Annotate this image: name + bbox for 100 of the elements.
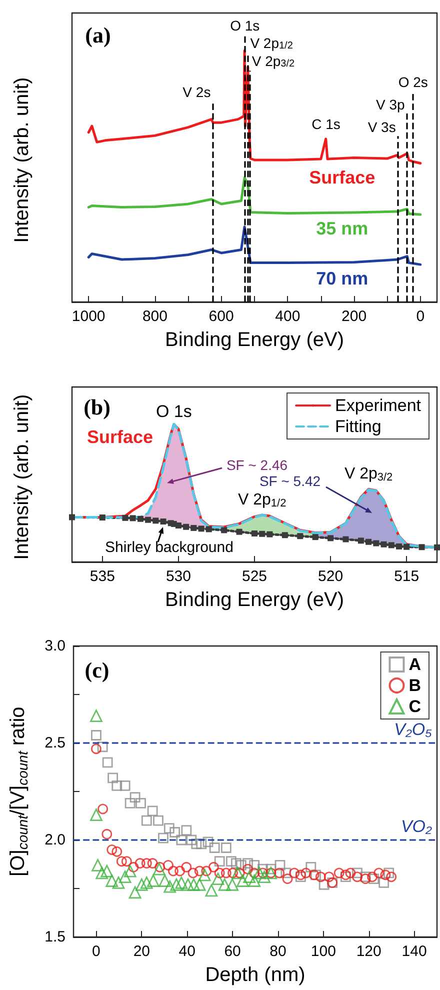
point	[193, 878, 206, 891]
x-tick-label: 525	[242, 568, 268, 585]
point	[136, 798, 146, 808]
point	[158, 832, 168, 844]
x-tick-label: 535	[90, 568, 115, 585]
point	[175, 876, 188, 889]
annotation: (c)	[84, 658, 110, 682]
annotation: V 2s	[182, 84, 211, 100]
text: (a)	[85, 22, 111, 48]
point	[112, 846, 122, 857]
legend-label: Experiment	[335, 396, 422, 415]
annotation: Surface	[86, 427, 154, 447]
point	[300, 868, 312, 878]
point	[280, 868, 292, 878]
point	[259, 530, 266, 537]
y-tick-label: 1.5	[44, 928, 66, 946]
point	[306, 862, 316, 872]
point	[249, 868, 260, 878]
point	[252, 530, 258, 536]
point	[396, 543, 402, 550]
point	[128, 886, 142, 899]
point	[209, 842, 220, 853]
point	[226, 878, 239, 891]
point	[98, 804, 108, 814]
point	[384, 868, 394, 878]
point	[196, 838, 207, 850]
x-tick-label: 0	[416, 308, 425, 325]
point	[202, 836, 214, 848]
point	[242, 864, 253, 874]
point	[236, 528, 242, 535]
point	[140, 876, 153, 889]
point	[366, 538, 372, 545]
legend-label: B	[408, 676, 422, 695]
point	[102, 828, 112, 840]
point	[282, 874, 293, 884]
point	[141, 858, 152, 868]
point	[164, 880, 176, 893]
point	[91, 744, 102, 754]
point	[404, 544, 410, 550]
point	[90, 808, 102, 821]
point	[170, 827, 180, 838]
point	[312, 534, 318, 540]
legend-label: A	[408, 655, 422, 674]
point	[153, 815, 164, 826]
point	[137, 516, 144, 522]
point	[248, 874, 261, 887]
x-tick-label: 60	[224, 943, 241, 960]
point	[242, 858, 253, 868]
point	[418, 544, 425, 550]
point	[90, 710, 102, 722]
point	[170, 878, 183, 891]
point	[352, 868, 362, 878]
x-tick-label: 1000	[72, 308, 106, 325]
point	[249, 860, 260, 870]
point	[158, 874, 172, 887]
point	[124, 864, 136, 878]
x-axis-title: Binding Energy (eV)	[165, 329, 344, 351]
x-tick-label: 520	[318, 568, 344, 585]
point	[181, 825, 192, 836]
x-tick-label: 400	[275, 308, 300, 325]
x-tick-label: 530	[166, 568, 191, 585]
point	[130, 792, 140, 803]
point	[342, 536, 349, 542]
point	[352, 872, 362, 882]
point	[201, 866, 212, 876]
y-axis-title: [O]count/[V]count ratio	[7, 706, 30, 876]
y-tick-label: 2.5	[44, 734, 66, 752]
annotation: V 2p3/2	[252, 52, 295, 70]
point	[118, 870, 132, 884]
point	[92, 859, 104, 872]
point	[434, 544, 440, 550]
x-tick-label: 100	[310, 943, 336, 960]
annotation: V 2p1/2	[250, 35, 294, 52]
point	[198, 868, 211, 882]
point	[91, 730, 102, 740]
annotation: SF ~ 2.46	[226, 457, 288, 473]
annotation: O 1s	[156, 402, 192, 422]
point	[124, 798, 136, 808]
x-tick-label: 120	[356, 943, 382, 960]
point	[258, 864, 268, 874]
x-tick-label: 515	[394, 568, 420, 585]
point	[187, 878, 200, 891]
point	[274, 868, 285, 878]
point	[164, 823, 174, 834]
point	[96, 866, 108, 880]
point	[334, 868, 344, 878]
point	[266, 531, 273, 538]
point	[232, 866, 244, 880]
point	[175, 522, 182, 528]
point	[206, 526, 212, 532]
x-tick-label: 20	[133, 943, 150, 960]
point	[174, 866, 186, 876]
point	[236, 860, 246, 870]
point	[328, 535, 334, 542]
x-tick-label: 200	[342, 308, 367, 325]
point	[69, 514, 75, 520]
annotation: O 1s	[230, 17, 260, 34]
point	[134, 858, 146, 868]
point	[102, 757, 113, 768]
point	[106, 844, 118, 855]
